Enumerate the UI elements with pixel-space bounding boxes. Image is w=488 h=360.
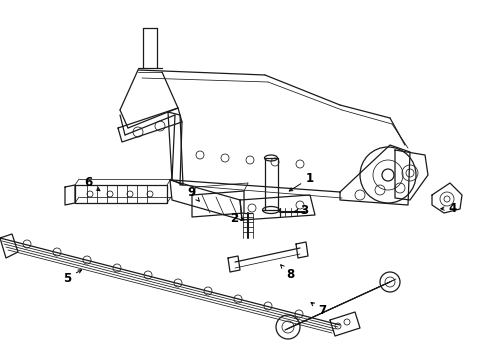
- Text: 2: 2: [229, 211, 244, 225]
- Text: 5: 5: [63, 270, 81, 284]
- Text: 9: 9: [187, 186, 199, 201]
- Text: 4: 4: [440, 202, 456, 215]
- Text: 1: 1: [289, 171, 313, 191]
- Text: 8: 8: [280, 265, 293, 282]
- Text: 7: 7: [310, 302, 325, 318]
- Text: 3: 3: [294, 203, 307, 216]
- Circle shape: [381, 169, 393, 181]
- Text: 6: 6: [84, 175, 100, 191]
